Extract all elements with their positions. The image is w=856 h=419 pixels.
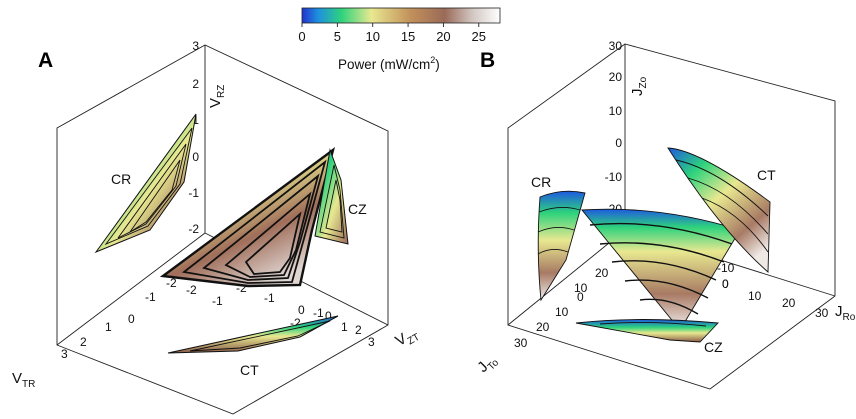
panel-a-z-ticks: 3 2 1 0 -1 -2 <box>188 39 199 236</box>
tick-label: 3 <box>61 347 68 361</box>
panel-a-floor-ticks: -2 -1 -2 -1 0 <box>186 281 305 317</box>
panel-b: B 30 20 10 0 -10 -20 JZo 30 20 10 0 JTo … <box>474 39 856 390</box>
tick-label: -2 <box>188 222 199 236</box>
panel-b-z-ticks: 30 20 10 0 -10 -20 <box>605 39 623 216</box>
tick-label: 1 <box>341 320 348 334</box>
tick-label: 2 <box>192 77 199 91</box>
colorbar-tick-label: 25 <box>472 29 486 44</box>
panel-a-region-cz: CZ <box>348 201 367 217</box>
panel-a-region-ct: CT <box>240 362 259 378</box>
tick-label: 3 <box>368 335 375 349</box>
panel-b-region-ct: CT <box>757 167 776 183</box>
tick-label: 0 <box>128 312 135 326</box>
tick-label: 10 <box>609 104 623 118</box>
panel-a-region-cr: CR <box>111 171 131 187</box>
panel-b-y-axis-label: JRo <box>835 303 856 323</box>
colorbar-bar <box>301 7 501 24</box>
tick-label: 0 <box>192 150 199 164</box>
tick-label: 0 <box>577 290 584 304</box>
tick-label: 30 <box>514 336 528 350</box>
colorbar-title: Power (mW/cm2) <box>338 55 440 72</box>
tick-label: -2 <box>166 276 177 290</box>
tick-label: -1 <box>313 306 324 320</box>
colorbar-tick-label: 10 <box>365 29 379 44</box>
tick-label: 20 <box>782 296 796 310</box>
panel-b-cone-surface <box>581 208 741 331</box>
panel-a-x-ticks: 3 2 1 0 -1 -2 <box>61 276 177 361</box>
tick-label: 2 <box>355 323 362 337</box>
tick-label: 3 <box>192 39 199 53</box>
tick-label: 1 <box>192 113 199 127</box>
tick-label: 10 <box>555 305 569 319</box>
panel-a-cz-surface <box>314 148 349 245</box>
tick-label: 10 <box>574 281 588 295</box>
tick-label: -1 <box>188 186 199 200</box>
tick-label: 30 <box>815 306 829 320</box>
panel-b-region-cz: CZ <box>704 339 723 355</box>
panel-b-region-cr: CR <box>531 174 551 190</box>
tick-label: 0 <box>722 277 729 291</box>
panel-a-y-axis-label: VZT <box>393 324 422 352</box>
panel-a-center-surface <box>159 147 336 288</box>
panel-a-ct-surface <box>167 315 339 354</box>
colorbar: 0 5 10 15 20 25 Power (mW/cm2) <box>298 7 501 72</box>
tick-label: 2 <box>80 335 87 349</box>
panel-a-x-axis-label: VTR <box>12 370 35 390</box>
panel-a-cr-surface <box>94 113 197 254</box>
colorbar-ticks: 0 5 10 15 20 25 <box>298 23 486 44</box>
panel-b-y-ticks: 0 10 20 30 <box>722 277 829 320</box>
tick-label: 0 <box>325 309 332 323</box>
tick-label: 0 <box>722 277 729 291</box>
tick-label: -2 <box>290 316 301 330</box>
colorbar-tick-label: 0 <box>298 29 305 44</box>
colorbar-tick-label: 15 <box>401 29 415 44</box>
colorbar-tick-label: 5 <box>334 29 341 44</box>
tick-label: -10 <box>717 261 735 275</box>
panel-b-cr-surface <box>537 190 586 302</box>
tick-label: -1 <box>264 291 275 305</box>
panel-a: A 3 2 1 0 -1 -2 VRZ 3 2 1 0 -1 -2 VTR <box>12 39 422 415</box>
tick-label: 20 <box>536 320 550 334</box>
tick-label: -1 <box>212 294 223 308</box>
tick-label: -2 <box>236 281 247 295</box>
panel-b-x-ticks: 30 20 10 0 <box>514 290 584 350</box>
tick-label: -2 <box>186 283 197 297</box>
tick-label: 1 <box>105 320 112 334</box>
tick-label: 20 <box>609 70 623 84</box>
panel-b-floor-ticks: 20 10 0 -10 <box>574 261 735 295</box>
panel-a-z-axis-label: VRZ <box>207 85 227 108</box>
panel-b-x-axis-label: JTo <box>474 351 501 378</box>
panel-a-y-ticks: -2 -1 0 1 2 3 <box>290 306 375 349</box>
panel-a-letter: A <box>38 49 53 72</box>
panel-b-letter: B <box>480 49 495 72</box>
tick-label: -1 <box>145 290 156 304</box>
tick-label: 0 <box>615 136 622 150</box>
panel-b-cz-surface <box>575 319 719 343</box>
tick-label: 0 <box>298 303 305 317</box>
panel-b-z-axis-label: JZo <box>629 76 649 96</box>
tick-label: -10 <box>605 170 623 184</box>
colorbar-tick-label: 20 <box>436 29 450 44</box>
tick-label: 20 <box>595 266 609 280</box>
tick-label: 30 <box>609 39 623 53</box>
panel-b-ct-surface <box>667 147 771 273</box>
tick-label: 10 <box>748 289 762 303</box>
